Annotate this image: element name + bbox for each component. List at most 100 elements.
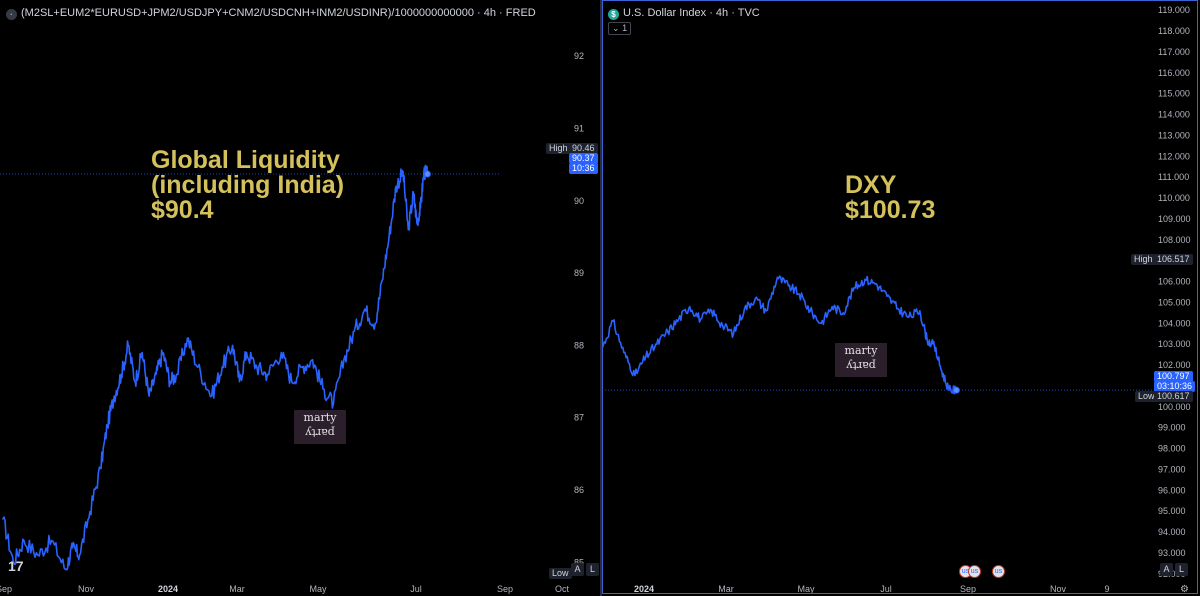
data-point (412, 192, 415, 195)
data-point (765, 309, 768, 312)
data-point (210, 395, 213, 397)
watermark-logo: marty party (835, 343, 887, 377)
data-point (148, 395, 150, 397)
y-tick-label: 118.000 (1158, 26, 1190, 36)
data-point (926, 339, 928, 341)
watermark-line1: marty (844, 344, 878, 357)
right-chart[interactable]: 92.00093.00094.00095.00096.00097.00098.0… (602, 0, 1200, 596)
watermark-logo: marty party (294, 410, 346, 444)
left-high-value: 90.46 (569, 143, 598, 154)
data-point (322, 387, 324, 390)
data-point (120, 373, 123, 376)
x-tick-label: 2024 (158, 584, 178, 594)
y-tick-label: 103.000 (1158, 339, 1191, 349)
data-point (623, 351, 625, 354)
data-point (933, 345, 936, 348)
left-annotation: Global Liquidity (including India) $90.4 (151, 148, 344, 223)
x-tick-label: Mar (229, 584, 245, 594)
right-chart-panel[interactable]: 92.00093.00094.00095.00096.00097.00098.0… (602, 0, 1200, 596)
data-point (2, 518, 4, 520)
y-tick-label: 116.000 (1158, 68, 1190, 78)
right-annotation-line1: DXY (845, 171, 897, 199)
right-last-value: 100.797 (1154, 371, 1193, 382)
auto-scale-button[interactable]: A (571, 563, 584, 576)
data-point (820, 322, 822, 325)
y-tick-label: 89 (574, 268, 584, 278)
data-point (71, 547, 74, 549)
x-tick-label: Sep (960, 584, 976, 594)
data-point (699, 318, 702, 320)
x-tick-label: Mar (718, 584, 734, 594)
left-last-time: 10:36 (569, 163, 598, 174)
right-high-label: High (1131, 254, 1156, 265)
left-chart[interactable]: 85 86 87 88 89 90 91 92 Sep Nov 2024 Mar May Jul Sep Oc… (0, 0, 600, 596)
y-tick-label: 105.000 (1158, 297, 1191, 307)
y-tick-label: 108.000 (1158, 235, 1191, 245)
x-tick-label: 2024 (634, 584, 654, 594)
data-point (238, 380, 241, 383)
data-point (754, 297, 757, 300)
right-annotation-line2: $100.73 (845, 196, 936, 224)
log-scale-button[interactable]: L (1175, 563, 1188, 576)
left-low-label: Low (549, 568, 572, 579)
y-tick-label: 94.000 (1158, 527, 1186, 537)
data-point (64, 568, 67, 571)
us-flag-event-icon[interactable]: us (992, 565, 1005, 578)
dollar-badge-icon: $ (608, 9, 619, 20)
data-point (656, 343, 658, 345)
data-point (388, 236, 390, 238)
data-point (743, 307, 746, 310)
right-high-value: 106.517 (1154, 254, 1193, 265)
y-tick-label: 117.000 (1158, 47, 1190, 57)
x-tick-label: May (309, 584, 327, 594)
data-point (245, 351, 248, 354)
watermark-line1: marty (303, 411, 337, 424)
data-point (176, 373, 178, 376)
collapse-toggle-button[interactable]: ⌄ 1 (608, 22, 632, 35)
settings-gear-icon[interactable]: ⚙ (1180, 584, 1189, 595)
x-tick-label: Jul (410, 584, 422, 594)
us-flag-event-icon[interactable]: us (968, 565, 981, 578)
x-tick-label: Oct (555, 584, 570, 594)
watermark-line2: party (305, 426, 335, 439)
y-tick-label: 96.000 (1158, 485, 1186, 495)
data-point (419, 207, 422, 209)
data-point (141, 351, 143, 354)
data-point (423, 171, 425, 173)
panel-divider[interactable] (600, 0, 602, 596)
x-tick-label: Nov (1050, 584, 1067, 594)
y-tick-label: 86 (574, 485, 584, 495)
last-point-marker (952, 386, 960, 394)
data-point (78, 554, 81, 556)
y-tick-label: 112.000 (1158, 151, 1190, 161)
left-high-label: High (546, 143, 571, 154)
data-point (162, 351, 164, 354)
data-point (89, 510, 91, 513)
data-point (395, 185, 397, 188)
data-point (23, 539, 25, 542)
log-scale-button[interactable]: L (586, 563, 599, 576)
data-point (407, 228, 410, 231)
y-tick-label: 95.000 (1158, 506, 1186, 516)
data-point (113, 395, 116, 397)
y-tick-label: 91 (574, 123, 584, 133)
data-point (416, 221, 418, 224)
data-point (256, 366, 258, 368)
data-point (940, 370, 943, 373)
auto-scale-button[interactable]: A (1160, 563, 1173, 576)
data-point (301, 366, 303, 368)
data-point (842, 312, 844, 314)
data-point (311, 359, 314, 361)
data-point (36, 554, 39, 556)
y-tick-label: 110.000 (1158, 193, 1190, 203)
y-tick-label: 85 (574, 557, 584, 567)
y-tick-label: 99.000 (1158, 423, 1186, 433)
chevron-down-icon: ⌄ (612, 23, 620, 33)
y-tick-label: 97.000 (1158, 464, 1186, 474)
y-tick-label: 102.000 (1158, 360, 1191, 370)
y-tick-label: 92 (574, 51, 584, 61)
left-chart-panel[interactable]: 85 86 87 88 89 90 91 92 Sep Nov 2024 Mar May Jul Sep Oc… (0, 0, 600, 596)
right-chart-header: $ U.S. Dollar Index · 4h · TVC (608, 7, 760, 20)
right-low-label: Low (1135, 391, 1158, 402)
watermark-line2: party (846, 359, 876, 372)
